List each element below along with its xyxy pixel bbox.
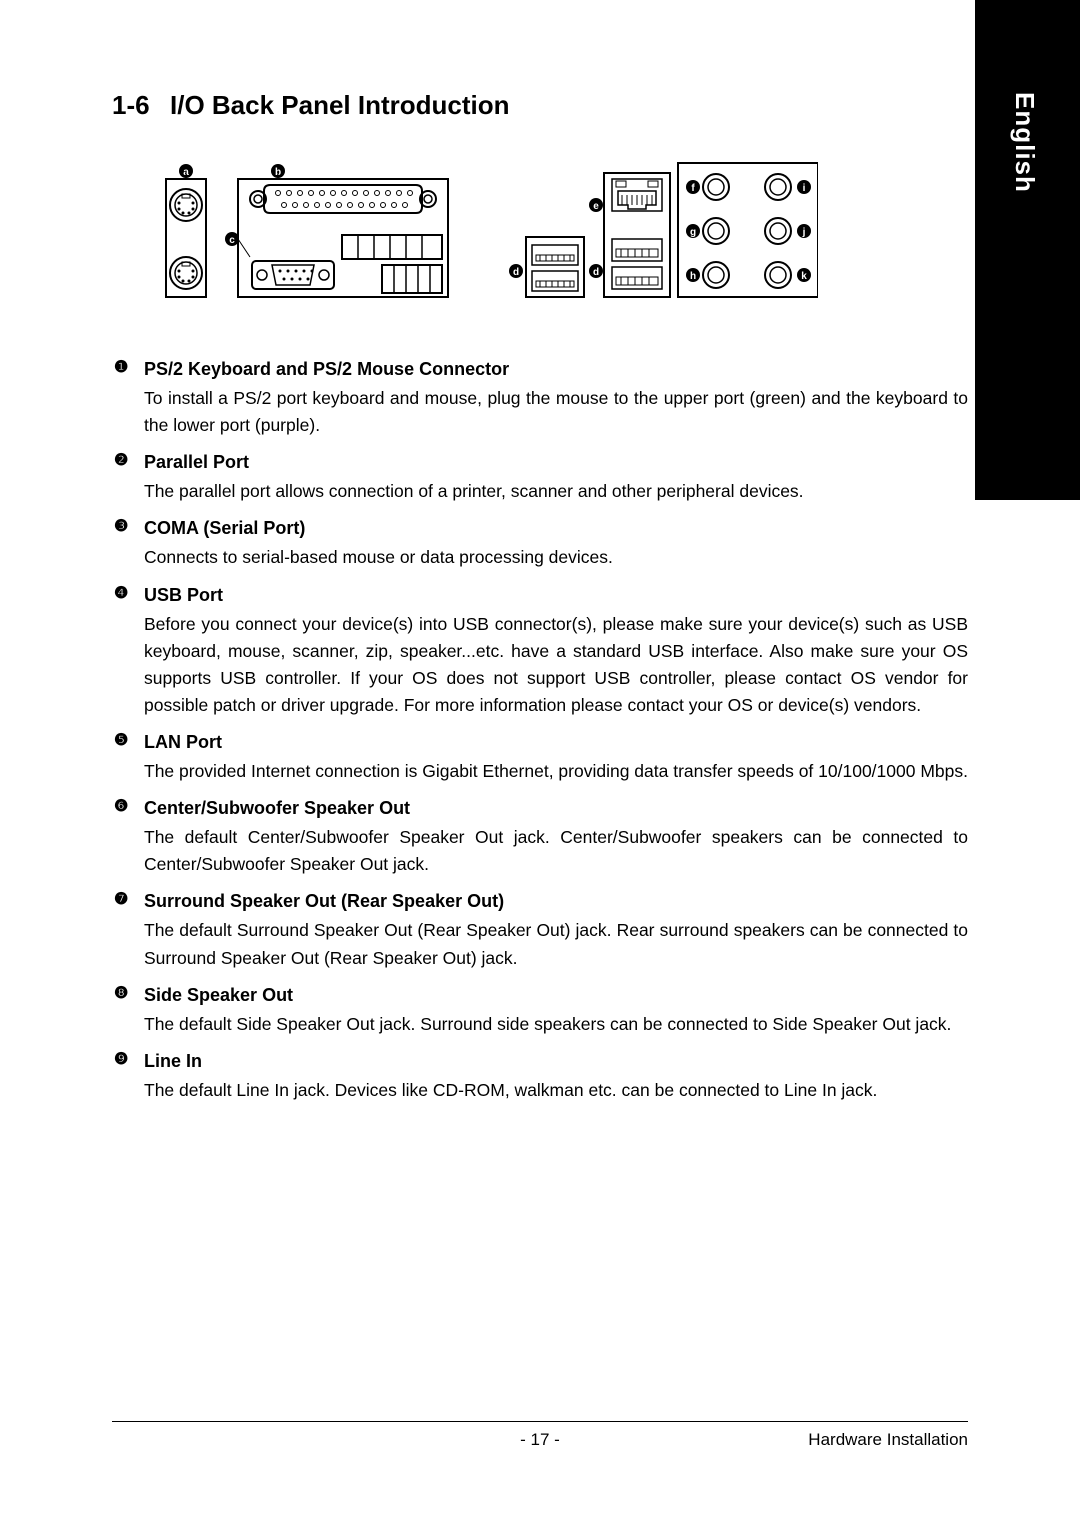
entry-bullet: ❽ bbox=[114, 982, 144, 1042]
entry-title: USB Port bbox=[144, 582, 968, 609]
entry-desc: Connects to serial-based mouse or data p… bbox=[144, 544, 968, 571]
svg-text:h: h bbox=[690, 271, 696, 282]
footer-right: Hardware Installation bbox=[808, 1430, 968, 1450]
svg-text:j: j bbox=[802, 227, 806, 238]
language-tab: English bbox=[975, 0, 1080, 500]
entry-desc: The default Surround Speaker Out (Rear S… bbox=[144, 917, 968, 971]
language-tab-label: English bbox=[1009, 92, 1040, 193]
entry-bullet: ❸ bbox=[114, 515, 144, 575]
entry: ❹ USB Port Before you connect your devic… bbox=[114, 582, 968, 724]
entry-bullet: ❾ bbox=[114, 1048, 144, 1108]
svg-text:d: d bbox=[513, 267, 519, 278]
entry-bullet: ❻ bbox=[114, 795, 144, 882]
entry-desc: The default Center/Subwoofer Speaker Out… bbox=[144, 824, 968, 878]
io-panel-diagram: a b c bbox=[138, 157, 968, 312]
svg-text:g: g bbox=[690, 227, 696, 238]
entry-body: Surround Speaker Out (Rear Speaker Out) … bbox=[144, 888, 968, 975]
entry-bullet: ❼ bbox=[114, 888, 144, 975]
entry-title: Surround Speaker Out (Rear Speaker Out) bbox=[144, 888, 968, 915]
entry: ❾ Line In The default Line In jack. Devi… bbox=[114, 1048, 968, 1108]
entry-body: Center/Subwoofer Speaker Out The default… bbox=[144, 795, 968, 882]
entry-title: Line In bbox=[144, 1048, 968, 1075]
entry-bullet: ❷ bbox=[114, 449, 144, 509]
entry: ❶ PS/2 Keyboard and PS/2 Mouse Connector… bbox=[114, 356, 968, 443]
svg-text:d: d bbox=[593, 267, 599, 278]
entry-body: Line In The default Line In jack. Device… bbox=[144, 1048, 968, 1108]
entry-desc: Before you connect your device(s) into U… bbox=[144, 611, 968, 720]
entry-body: LAN Port The provided Internet connectio… bbox=[144, 729, 968, 789]
entry: ❷ Parallel Port The parallel port allows… bbox=[114, 449, 968, 509]
entry-body: Side Speaker Out The default Side Speake… bbox=[144, 982, 968, 1042]
entry: ❽ Side Speaker Out The default Side Spea… bbox=[114, 982, 968, 1042]
svg-text:c: c bbox=[229, 235, 235, 246]
entry-desc: The default Side Speaker Out jack. Surro… bbox=[144, 1011, 968, 1038]
entry-desc: The parallel port allows connection of a… bbox=[144, 478, 968, 505]
entry: ❻ Center/Subwoofer Speaker Out The defau… bbox=[114, 795, 968, 882]
entry-body: PS/2 Keyboard and PS/2 Mouse Connector T… bbox=[144, 356, 968, 443]
entry-title: PS/2 Keyboard and PS/2 Mouse Connector bbox=[144, 356, 968, 383]
svg-text:i: i bbox=[803, 183, 806, 194]
entry-title: Center/Subwoofer Speaker Out bbox=[144, 795, 968, 822]
entry-body: USB Port Before you connect your device(… bbox=[144, 582, 968, 724]
page-content: 1-6I/O Back Panel Introduction a bbox=[0, 0, 1080, 1108]
page-footer: - 17 - Hardware Installation bbox=[112, 1430, 968, 1450]
entry-desc: The default Line In jack. Devices like C… bbox=[144, 1077, 968, 1104]
entry-bullet: ❶ bbox=[114, 356, 144, 443]
entry: ❸ COMA (Serial Port) Connects to serial-… bbox=[114, 515, 968, 575]
entry-bullet: ❹ bbox=[114, 582, 144, 724]
entry-body: COMA (Serial Port) Connects to serial-ba… bbox=[144, 515, 968, 575]
section-title-text: I/O Back Panel Introduction bbox=[170, 90, 510, 120]
entry-desc: To install a PS/2 port keyboard and mous… bbox=[144, 385, 968, 439]
entry-desc: The provided Internet connection is Giga… bbox=[144, 758, 968, 785]
entries-list: ❶ PS/2 Keyboard and PS/2 Mouse Connector… bbox=[112, 356, 968, 1108]
entry-title: Parallel Port bbox=[144, 449, 968, 476]
section-number: 1-6 bbox=[112, 90, 170, 121]
entry-title: Side Speaker Out bbox=[144, 982, 968, 1009]
footer-page-number: - 17 - bbox=[520, 1430, 560, 1450]
entry: ❺ LAN Port The provided Internet connect… bbox=[114, 729, 968, 789]
entry-body: Parallel Port The parallel port allows c… bbox=[144, 449, 968, 509]
entry-title: COMA (Serial Port) bbox=[144, 515, 968, 542]
entry: ❼ Surround Speaker Out (Rear Speaker Out… bbox=[114, 888, 968, 975]
footer-rule bbox=[112, 1421, 968, 1422]
svg-text:e: e bbox=[593, 201, 599, 212]
svg-text:k: k bbox=[801, 271, 807, 282]
entry-bullet: ❺ bbox=[114, 729, 144, 789]
entry-title: LAN Port bbox=[144, 729, 968, 756]
section-heading: 1-6I/O Back Panel Introduction bbox=[112, 90, 968, 121]
